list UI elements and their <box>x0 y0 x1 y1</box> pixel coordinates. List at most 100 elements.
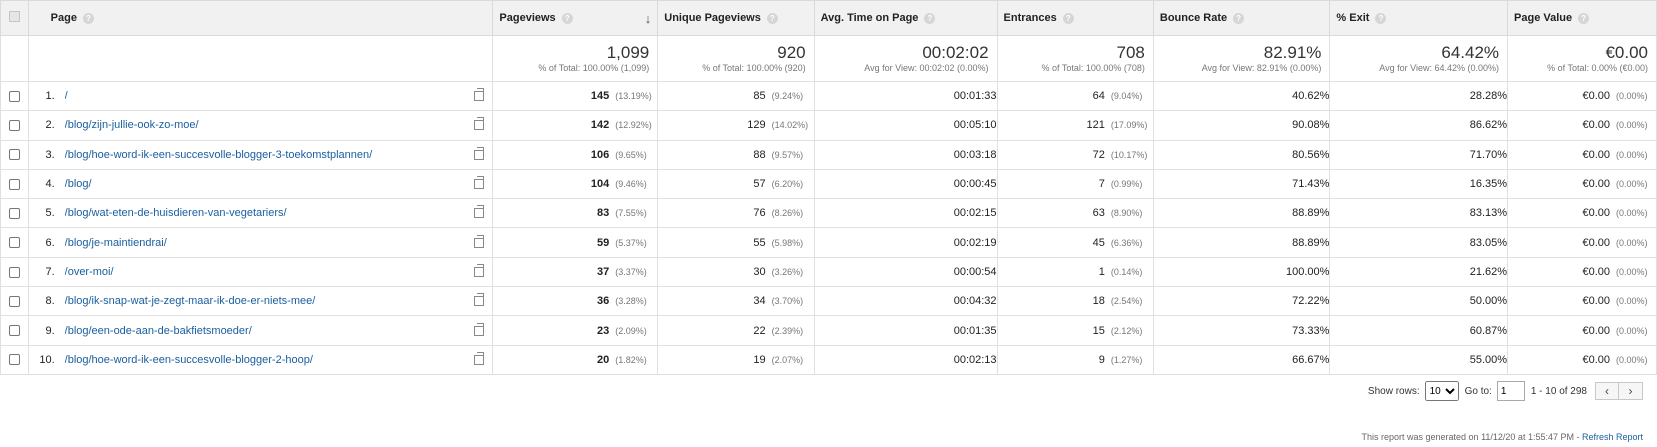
page-link[interactable]: /blog/je-maintiendrai/ <box>64 236 167 249</box>
row-checkbox[interactable] <box>8 207 20 219</box>
pageviews-percent: (9.65%) <box>615 149 647 160</box>
row-checkbox[interactable] <box>8 178 20 190</box>
pageviews-percent: (13.19%) <box>615 91 652 102</box>
total-subtext: % of Total: 100.00% (920) <box>702 63 806 73</box>
pageviews-percent: (3.28%) <box>615 296 647 307</box>
open-in-new-icon[interactable] <box>474 263 485 277</box>
avg-time-value: 00:02:15 <box>953 207 997 220</box>
row-checkbox[interactable] <box>8 354 20 366</box>
row-checkbox[interactable] <box>8 266 20 278</box>
pageviews-cell: 20 (1.82%) <box>492 344 659 375</box>
help-icon[interactable]: ? <box>82 12 94 24</box>
column-header-pageviews[interactable]: Pageviews? ↓ <box>492 0 659 36</box>
column-header-page[interactable]: Page? <box>27 0 494 36</box>
avg-time-value: 00:00:54 <box>953 265 997 278</box>
page-value-percent: (0.00%) <box>1616 149 1648 160</box>
entrances-cell: 72 (10.17%) <box>996 139 1154 170</box>
total-avg-time: 00:02:02 Avg for View: 00:02:02 (0.00%) <box>813 35 998 82</box>
pageviews-value: 23 <box>597 324 610 337</box>
open-in-new-icon[interactable] <box>474 322 485 336</box>
totals-row: 1,099% of Total: 100.00% (1,099) 920% of… <box>0 35 1657 82</box>
page-link[interactable]: /blog/zijn-jullie-ook-zo-moe/ <box>64 119 199 132</box>
next-page-button[interactable]: › <box>1619 382 1643 400</box>
pageviews-value: 59 <box>597 236 610 249</box>
row-checkbox[interactable] <box>8 237 20 249</box>
avg-time-cell: 00:01:33 <box>813 80 998 112</box>
refresh-report-link[interactable]: Refresh Report <box>1581 432 1643 442</box>
column-header-unique-pageviews[interactable]: Unique Pageviews? <box>657 0 815 36</box>
unique-pageviews-cell: 22 (2.39%) <box>657 315 815 346</box>
entrances-cell: 121 (17.09%) <box>996 110 1154 141</box>
open-in-new-icon[interactable] <box>474 176 485 190</box>
page-link[interactable]: / <box>64 90 68 103</box>
page-link[interactable]: /over-moi/ <box>64 265 114 278</box>
total-page-value: €0.00% of Total: 0.00% (€0.00) <box>1507 35 1657 82</box>
entrances-percent: (1.27%) <box>1110 354 1143 365</box>
help-icon[interactable]: ? <box>1375 12 1387 24</box>
page-cell: 8. /blog/ik-snap-wat-je-zegt-maar-ik-doe-… <box>27 286 494 317</box>
pageviews-cell: 104 (9.46%) <box>492 168 659 200</box>
help-icon[interactable]: ? <box>924 12 936 24</box>
help-icon[interactable]: ? <box>1062 12 1074 24</box>
open-in-new-icon[interactable] <box>474 88 485 102</box>
open-in-new-icon[interactable] <box>474 146 485 160</box>
row-index: 5. <box>45 207 55 220</box>
page-link[interactable]: /blog/hoe-word-ik-een-succesvolle-blogge… <box>64 148 373 161</box>
unique-pageviews-value: 30 <box>753 265 766 278</box>
column-header-page-value[interactable]: Page Value? <box>1507 0 1657 36</box>
row-checkbox[interactable] <box>8 149 20 161</box>
pageviews-value: 104 <box>590 178 610 191</box>
help-icon[interactable]: ? <box>1233 12 1245 24</box>
total-value: 82.91% <box>1263 43 1322 62</box>
page-link[interactable]: /blog/hoe-word-ik-een-succesvolle-blogge… <box>64 353 313 366</box>
sort-descending-icon[interactable]: ↓ <box>644 10 652 26</box>
page-link[interactable]: /blog/ik-snap-wat-je-zegt-maar-ik-doe-er… <box>64 295 316 308</box>
pageviews-value: 37 <box>597 265 610 278</box>
pageviews-cell: 106 (9.65%) <box>492 139 659 170</box>
column-header-avg-time[interactable]: Avg. Time on Page? <box>813 0 998 36</box>
previous-page-button[interactable]: ‹ <box>1595 382 1619 400</box>
exit-cell: 60.87% <box>1329 315 1509 346</box>
table-controls: Show rows: 10 Go to: 1 - 10 of 298 ‹ › <box>1368 381 1643 401</box>
table-row: 4. /blog/104 (9.46%) 57 (6.20%) 00:00:45 7 (0.9… <box>0 168 1657 200</box>
help-icon[interactable]: ? <box>1578 12 1590 24</box>
row-index: 9. <box>45 324 55 337</box>
help-icon[interactable]: ? <box>561 12 573 24</box>
row-checkbox[interactable] <box>8 90 20 102</box>
help-icon[interactable]: ? <box>766 12 778 24</box>
unique-pageviews-cell: 55 (5.98%) <box>657 227 815 258</box>
row-checkbox[interactable] <box>8 325 20 337</box>
open-in-new-icon[interactable] <box>474 351 485 365</box>
page-value-cell: €0.00 (0.00%) <box>1507 168 1657 200</box>
page-value-value: €0.00 <box>1582 178 1610 191</box>
row-checkbox-cell <box>0 286 29 317</box>
page-cell: 2. /blog/zijn-jullie-ook-zo-moe/ <box>27 110 494 141</box>
open-in-new-icon[interactable] <box>474 293 485 307</box>
row-checkbox-cell <box>0 227 29 258</box>
goto-input[interactable] <box>1496 381 1525 401</box>
column-label: Bounce Rate <box>1159 12 1228 24</box>
column-label: Page <box>50 12 77 24</box>
page-link[interactable]: /blog/wat-eten-de-huisdieren-van-vegetar… <box>64 207 287 220</box>
row-checkbox[interactable] <box>8 120 20 132</box>
page-link[interactable]: /blog/ <box>64 178 92 191</box>
show-rows-select[interactable]: 10 <box>1424 381 1459 401</box>
page-link[interactable]: /blog/een-ode-aan-de-bakfietsmoeder/ <box>64 324 252 337</box>
unique-pageviews-value: 76 <box>753 207 766 220</box>
total-entrances: 708% of Total: 100.00% (708) <box>996 35 1154 82</box>
select-all-checkbox[interactable] <box>0 0 29 36</box>
column-header-exit[interactable]: % Exit? <box>1329 0 1509 36</box>
open-in-new-icon[interactable] <box>474 205 485 219</box>
checkbox-icon[interactable] <box>8 11 20 22</box>
page-value-value: €0.00 <box>1582 295 1610 308</box>
unique-pageviews-value: 129 <box>747 119 766 132</box>
column-header-bounce-rate[interactable]: Bounce Rate? <box>1152 0 1331 36</box>
avg-time-cell: 00:02:15 <box>813 198 998 229</box>
column-header-entrances[interactable]: Entrances? <box>996 0 1154 36</box>
row-checkbox[interactable] <box>8 295 20 307</box>
page-value-cell: €0.00 (0.00%) <box>1507 315 1657 346</box>
page-cell: 3. /blog/hoe-word-ik-een-succesvolle-blog… <box>27 139 494 170</box>
avg-time-value: 00:02:13 <box>953 353 997 366</box>
open-in-new-icon[interactable] <box>474 117 485 131</box>
open-in-new-icon[interactable] <box>474 234 485 248</box>
